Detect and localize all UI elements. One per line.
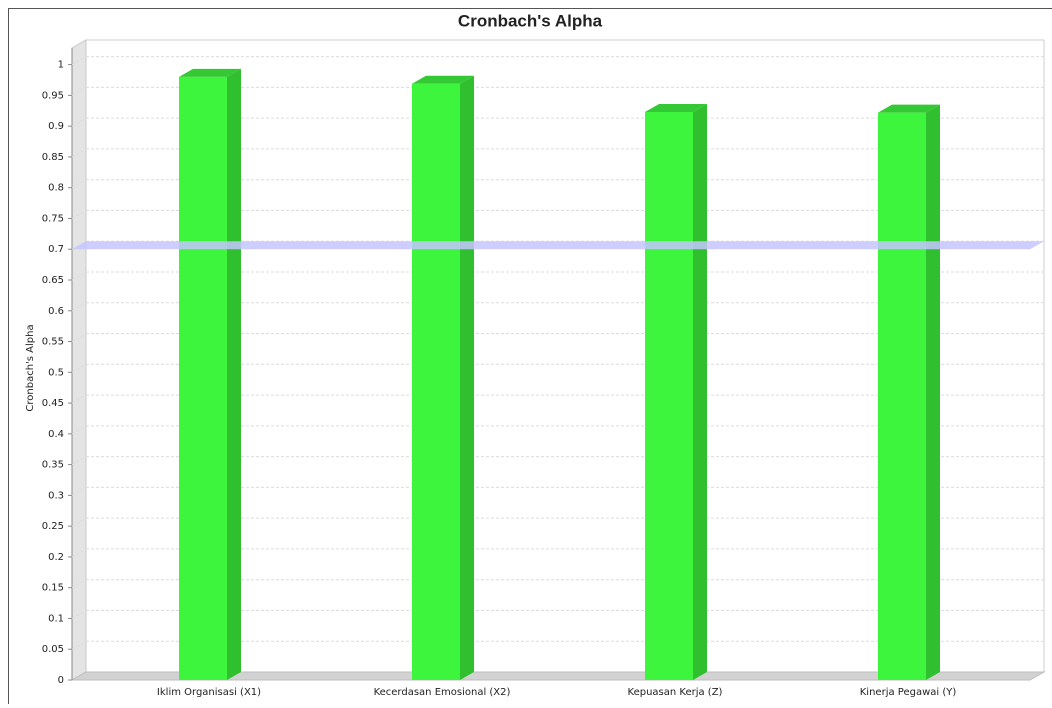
threshold-line <box>72 241 1044 249</box>
y-tick-label: 0.5 <box>48 367 64 378</box>
bar <box>179 77 227 680</box>
y-tick-label: 0.6 <box>48 306 64 317</box>
y-tick-label: 0.8 <box>48 183 64 194</box>
y-tick-label: 0.05 <box>42 644 64 655</box>
bar-side <box>227 69 241 680</box>
y-tick-label: 0.35 <box>42 460 64 471</box>
y-tick-label: 0.95 <box>42 90 64 101</box>
bar-3d <box>412 76 474 680</box>
y-tick-label: 0.55 <box>42 337 64 348</box>
y-tick-label: 0 <box>58 675 64 686</box>
y-axis-label: Cronbach's Alpha <box>25 324 36 411</box>
bar-side <box>926 105 940 680</box>
bar <box>878 113 926 680</box>
y-tick-label: 0.7 <box>48 244 64 255</box>
y-tick-label: 0.25 <box>42 521 64 532</box>
bar-3d <box>878 105 940 680</box>
y-tick-label: 0.2 <box>48 552 64 563</box>
y-tick-label: 0.3 <box>48 490 64 501</box>
y-tick-label: 0.65 <box>42 275 64 286</box>
bar-side <box>693 104 707 680</box>
bar <box>412 84 460 680</box>
x-tick-label: Kecerdasan Emosional (X2) <box>374 687 511 698</box>
x-tick-label: Kepuasan Kerja (Z) <box>628 687 723 698</box>
x-tick-label: Iklim Organisasi (X1) <box>157 687 261 698</box>
y-tick-label: 0.85 <box>42 152 64 163</box>
y-tick-label: 1 <box>58 60 64 71</box>
y-tick-label: 0.45 <box>42 398 64 409</box>
bar <box>645 112 693 680</box>
y-tick-label: 0.9 <box>48 121 64 132</box>
bar-3d <box>645 104 707 680</box>
bar-3d <box>179 69 241 680</box>
x-tick-label: Kinerja Pegawai (Y) <box>860 687 957 698</box>
y-tick-label: 0.75 <box>42 213 64 224</box>
y-tick-label: 0.4 <box>48 429 64 440</box>
bar-side <box>460 76 474 680</box>
chart-title: Cronbach's Alpha <box>458 11 603 30</box>
y-tick-label: 0.1 <box>48 613 64 624</box>
y-tick-label: 0.15 <box>42 583 64 594</box>
